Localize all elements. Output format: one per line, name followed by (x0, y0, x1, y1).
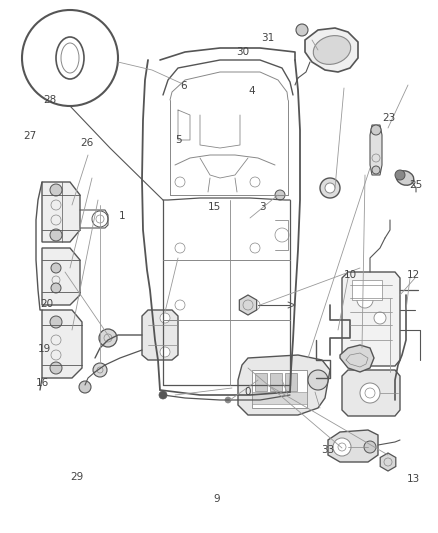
Text: 13: 13 (407, 474, 420, 483)
Ellipse shape (313, 36, 351, 64)
Text: 20: 20 (41, 299, 54, 309)
Bar (252, 370, 307, 408)
Ellipse shape (56, 37, 84, 79)
Polygon shape (42, 182, 80, 242)
Circle shape (99, 329, 117, 347)
Text: 28: 28 (44, 95, 57, 105)
Circle shape (79, 381, 91, 393)
Polygon shape (238, 355, 330, 415)
Circle shape (51, 263, 61, 273)
Polygon shape (239, 295, 257, 315)
Circle shape (374, 312, 386, 324)
Circle shape (93, 363, 107, 377)
Circle shape (160, 313, 170, 323)
Polygon shape (328, 430, 378, 462)
Text: 1: 1 (118, 212, 125, 221)
Circle shape (320, 178, 340, 198)
Text: 4: 4 (248, 86, 255, 95)
Bar (252, 392, 307, 404)
Polygon shape (305, 28, 358, 72)
Text: 3: 3 (259, 202, 266, 212)
Circle shape (286, 391, 294, 399)
Polygon shape (370, 125, 382, 175)
Circle shape (159, 391, 167, 399)
Circle shape (333, 438, 351, 456)
Bar (285, 373, 297, 391)
Circle shape (160, 347, 170, 357)
Circle shape (372, 166, 380, 174)
Bar (255, 373, 267, 391)
Text: 29: 29 (70, 472, 83, 482)
Circle shape (225, 397, 231, 403)
Circle shape (50, 362, 62, 374)
Text: 10: 10 (344, 270, 357, 280)
Circle shape (51, 283, 61, 293)
Text: 30: 30 (237, 47, 250, 57)
Ellipse shape (61, 43, 79, 73)
Circle shape (50, 184, 62, 196)
Polygon shape (342, 370, 400, 416)
Text: 31: 31 (261, 34, 275, 43)
Bar (270, 373, 282, 391)
Circle shape (50, 316, 62, 328)
Circle shape (296, 24, 308, 36)
Circle shape (371, 125, 381, 135)
Polygon shape (342, 272, 400, 366)
Text: 12: 12 (407, 270, 420, 280)
Text: 23: 23 (382, 114, 396, 123)
Circle shape (308, 370, 328, 390)
Text: 27: 27 (23, 131, 36, 141)
Text: 15: 15 (208, 202, 221, 212)
Ellipse shape (396, 171, 414, 185)
Text: 16: 16 (36, 378, 49, 387)
Text: 0: 0 (244, 387, 251, 397)
Polygon shape (42, 248, 80, 305)
Text: 9: 9 (213, 495, 220, 504)
Circle shape (364, 441, 376, 453)
Text: 5: 5 (175, 135, 182, 144)
Polygon shape (142, 310, 178, 360)
Circle shape (50, 229, 62, 241)
Circle shape (275, 190, 285, 200)
Text: 19: 19 (38, 344, 51, 354)
Circle shape (395, 170, 405, 180)
Circle shape (360, 383, 380, 403)
Circle shape (92, 211, 108, 227)
Text: 25: 25 (410, 181, 423, 190)
Text: 6: 6 (180, 82, 187, 91)
Circle shape (325, 183, 335, 193)
Polygon shape (42, 310, 82, 378)
Polygon shape (340, 345, 374, 372)
Text: 26: 26 (80, 138, 93, 148)
Text: 33: 33 (321, 446, 334, 455)
Circle shape (357, 292, 373, 308)
Bar (352, 280, 382, 300)
Polygon shape (380, 453, 396, 471)
